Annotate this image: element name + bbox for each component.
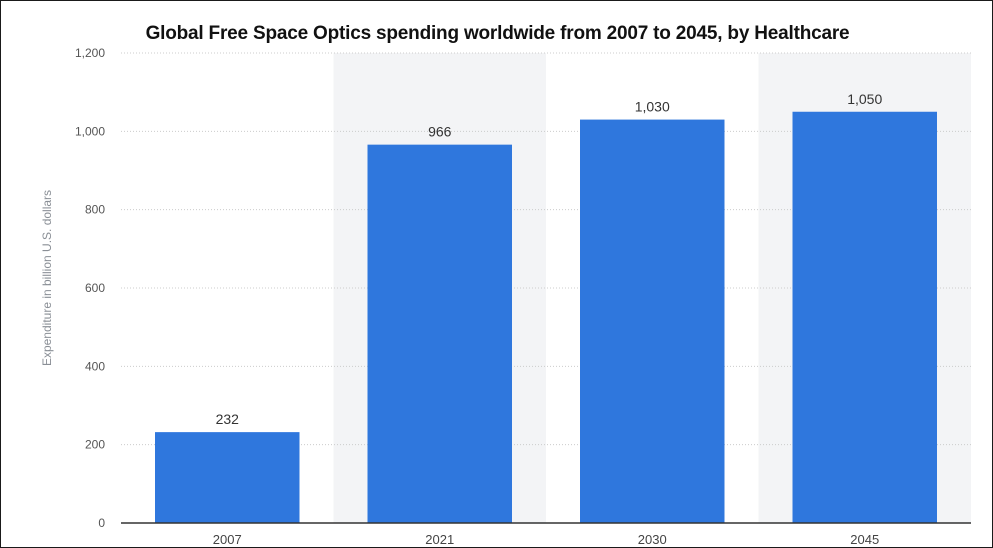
x-tick-label: 2021 — [425, 532, 454, 547]
bar[interactable] — [792, 111, 938, 523]
bar[interactable] — [367, 144, 513, 523]
x-tick-label: 2030 — [638, 532, 667, 547]
y-tick-label: 800 — [85, 203, 105, 217]
bar[interactable] — [580, 119, 725, 523]
y-tick-label: 400 — [85, 359, 105, 373]
y-tick-label: 200 — [85, 438, 105, 452]
data-label: 966 — [428, 124, 452, 140]
y-tick-label: 1,000 — [75, 124, 105, 138]
y-tick-label: 600 — [85, 281, 105, 295]
y-tick-label: 0 — [98, 516, 105, 530]
data-label: 1,030 — [635, 99, 670, 115]
y-axis-label: Expenditure in billion U.S. dollars — [40, 190, 54, 366]
data-label: 232 — [216, 411, 240, 427]
bar[interactable] — [155, 432, 300, 523]
chart-title: Global Free Space Optics spending worldw… — [145, 23, 850, 44]
x-tick-label: 2045 — [850, 532, 879, 547]
y-tick-label: 1,200 — [75, 46, 105, 60]
data-label: 1,050 — [847, 91, 882, 107]
x-tick-label: 2007 — [213, 532, 242, 547]
